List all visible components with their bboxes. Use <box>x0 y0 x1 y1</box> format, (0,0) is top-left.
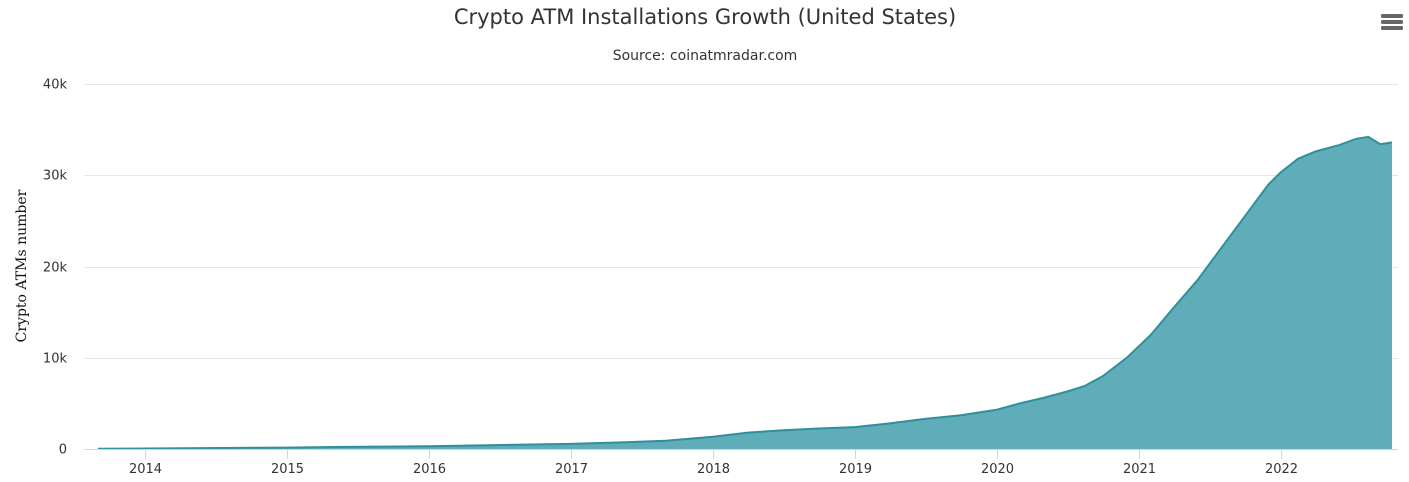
x-tick-label: 2022 <box>1265 462 1298 477</box>
y-tick-label: 0 <box>59 443 67 458</box>
y-tick-label: 20k <box>43 261 68 276</box>
x-tick-label: 2019 <box>839 462 872 477</box>
area-fill <box>98 136 1392 449</box>
series-line <box>97 135 1393 450</box>
plot-area <box>97 135 1393 450</box>
x-tick-label: 2015 <box>271 462 304 477</box>
chart-title: Crypto ATM Installations Growth (United … <box>454 5 956 29</box>
x-tick-label: 2017 <box>555 462 588 477</box>
y-axis-title: Crypto ATMs number <box>14 189 30 342</box>
y-tick-label: 30k <box>43 169 68 184</box>
y-tick-label: 40k <box>43 78 68 93</box>
chart-subtitle: Source: coinatmradar.com <box>613 48 798 64</box>
x-tick-label: 2014 <box>129 462 162 477</box>
x-tick-label: 2021 <box>1123 462 1156 477</box>
y-tick-label: 10k <box>43 352 68 367</box>
x-tick-label: 2020 <box>981 462 1014 477</box>
x-axis: 2014 2015 2016 2017 2018 2019 2020 2021 2022 <box>84 449 1398 477</box>
hamburger-menu-icon[interactable] <box>1376 8 1406 36</box>
y-axis: 0 10k 20k 30k 40k <box>43 78 68 458</box>
x-tick-label: 2016 <box>413 462 446 477</box>
x-tick-label: 2018 <box>697 462 730 477</box>
